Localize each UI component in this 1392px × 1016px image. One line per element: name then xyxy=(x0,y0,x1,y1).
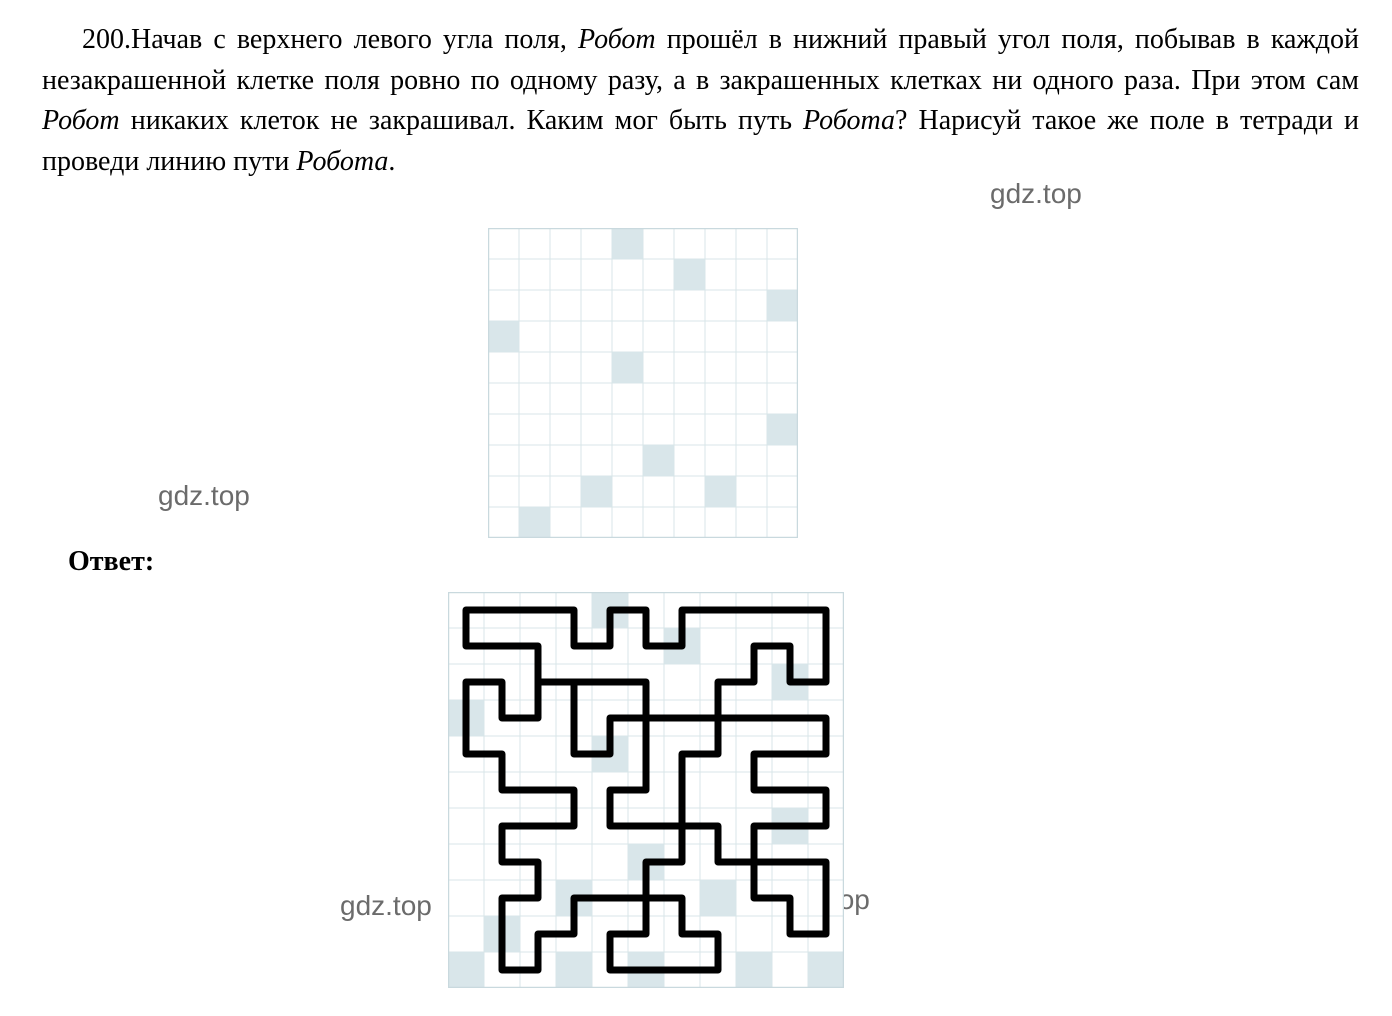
text-part-4: никаких клеток не закрашивал. Каким мог … xyxy=(120,105,803,136)
text-robot-1: Робот xyxy=(578,24,656,55)
text-robot-3: Робота xyxy=(803,105,895,136)
answer-label: Ответ: xyxy=(68,546,154,578)
grid-answer xyxy=(448,592,844,988)
watermark: gdz.top xyxy=(990,178,1082,210)
text-part-0: Начав с верхнего левого угла поля, xyxy=(131,24,578,55)
problem-number: 200. xyxy=(82,24,131,55)
text-part-8: . xyxy=(388,146,395,177)
problem-text: 200.Начав с верхнего левого угла поля, Р… xyxy=(42,20,1359,182)
watermark: gdz.top xyxy=(158,480,250,512)
grid-original xyxy=(488,228,798,538)
text-robot-2: Робот xyxy=(42,105,120,136)
text-robot-4: Робота xyxy=(296,146,388,177)
watermark: gdz.top xyxy=(340,890,432,922)
